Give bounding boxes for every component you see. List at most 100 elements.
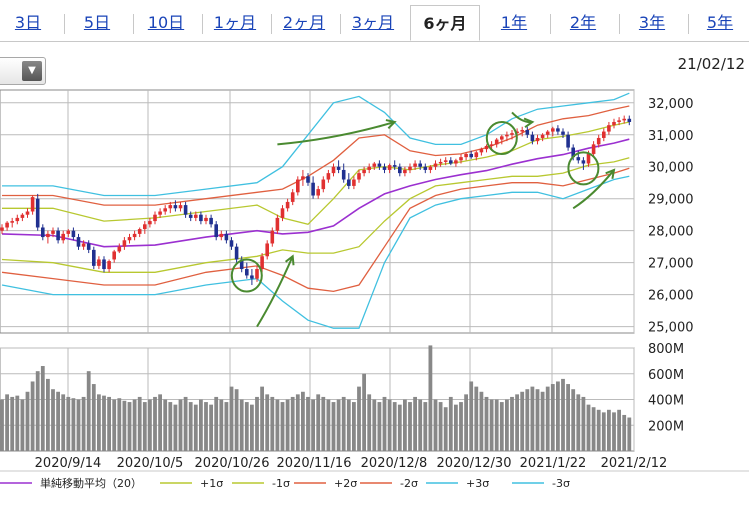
tab-3m[interactable]: 3ヶ月 (351, 13, 395, 32)
volume-bar (581, 396, 586, 451)
volume-bar (178, 399, 183, 451)
candle-body (545, 131, 550, 135)
candle-body (229, 240, 234, 247)
candle-body (571, 147, 575, 158)
candle-body (357, 173, 361, 180)
candle-body (428, 166, 433, 170)
candle-body (137, 229, 142, 234)
candle-body (474, 152, 479, 158)
tab-5d[interactable]: 5日 (83, 13, 111, 32)
volume-bar (193, 404, 198, 451)
price-panel (0, 89, 635, 334)
tab-2m[interactable]: 2ヶ月 (282, 13, 326, 32)
candle-body (132, 233, 137, 238)
volume-bar (561, 378, 565, 451)
candle-body (438, 161, 443, 164)
volume-bar (132, 399, 137, 451)
candle-body (525, 129, 530, 135)
price-tick-label: 31,000 (648, 129, 694, 144)
candle-body (5, 222, 9, 228)
candle-body (433, 163, 438, 167)
price-tick-label: 30,000 (648, 161, 694, 176)
candle-body (290, 192, 295, 202)
tab-6m[interactable]: 6ヶ月 (410, 5, 480, 41)
legend-label: -1σ (272, 477, 290, 490)
candle-body (372, 163, 377, 167)
volume-bar (30, 381, 35, 451)
candle-body (602, 131, 606, 138)
candle-body (265, 243, 269, 257)
volume-bar (627, 417, 632, 451)
volume-bar (484, 396, 489, 451)
candle-body (178, 205, 183, 209)
volume-bar (5, 394, 9, 451)
volume-bar (571, 389, 576, 451)
tab-separator (340, 14, 341, 34)
volume-bar (331, 402, 336, 451)
candle-body (219, 233, 224, 238)
chart-type-dropdown[interactable]: ▼ (0, 57, 46, 85)
volume-bar (459, 402, 463, 451)
price-tick-label: 32,000 (648, 97, 694, 112)
x-tick-label: 2020/10/26 (195, 456, 270, 471)
candle-body (280, 208, 285, 218)
candle-body (362, 169, 366, 174)
candle-body (306, 176, 310, 183)
volume-bar (566, 384, 570, 451)
candle-body (214, 224, 218, 238)
tab-10d[interactable]: 10日 (147, 13, 185, 32)
volume-bar (341, 396, 346, 451)
volume-bar (127, 402, 132, 451)
x-tick-label: 2020/12/30 (437, 456, 512, 471)
x-tick-label: 2020/12/8 (361, 456, 428, 471)
candle-body (127, 237, 132, 241)
candle-body (20, 214, 25, 218)
volume-bar (336, 399, 341, 451)
volume-bar (97, 394, 101, 451)
candle-body (510, 133, 514, 135)
annotation-arrowhead (284, 254, 295, 266)
volume-bar (173, 404, 178, 451)
price-tick-label: 27,000 (648, 257, 694, 272)
candle-body (15, 217, 20, 222)
volume-bar (0, 399, 4, 451)
volume-bar (102, 395, 106, 451)
tab-3d[interactable]: 3日 (14, 13, 42, 32)
volume-bar (392, 402, 397, 451)
candle-body (112, 251, 116, 260)
volume-bar (556, 381, 560, 451)
candle-body (97, 259, 101, 266)
annotation-arrow (572, 169, 615, 210)
candle-body (56, 230, 60, 241)
tab-3y[interactable]: 3年 (638, 13, 666, 32)
candle-body (30, 197, 35, 212)
tab-2y[interactable]: 2年 (569, 13, 597, 32)
volume-bar (367, 394, 372, 451)
volume-bar (469, 381, 474, 451)
candle-body (586, 153, 591, 164)
tab-separator (271, 14, 272, 34)
candle-body (183, 205, 188, 215)
candle-body (168, 205, 173, 209)
tab-1y[interactable]: 1年 (500, 13, 528, 32)
volume-bar (153, 396, 157, 451)
tab-5y[interactable]: 5年 (706, 13, 734, 32)
candle-body (76, 237, 81, 247)
volume-bar (275, 399, 280, 451)
tab-1m[interactable]: 1ヶ月 (213, 13, 257, 32)
volume-bar (423, 402, 428, 451)
candle-body (173, 205, 178, 209)
volume-bar (71, 398, 76, 451)
tab-bar-line (0, 41, 749, 42)
tab-separator (64, 14, 65, 34)
candle-body (143, 224, 147, 230)
volume-bar (214, 396, 219, 451)
candle-body (331, 166, 336, 174)
volume-bar (505, 399, 509, 451)
candle-body (505, 134, 509, 137)
candle-body (382, 166, 387, 170)
candle-body (551, 128, 555, 132)
candle-body (387, 165, 392, 170)
tab-separator (688, 14, 689, 34)
volume-bar (489, 399, 494, 451)
